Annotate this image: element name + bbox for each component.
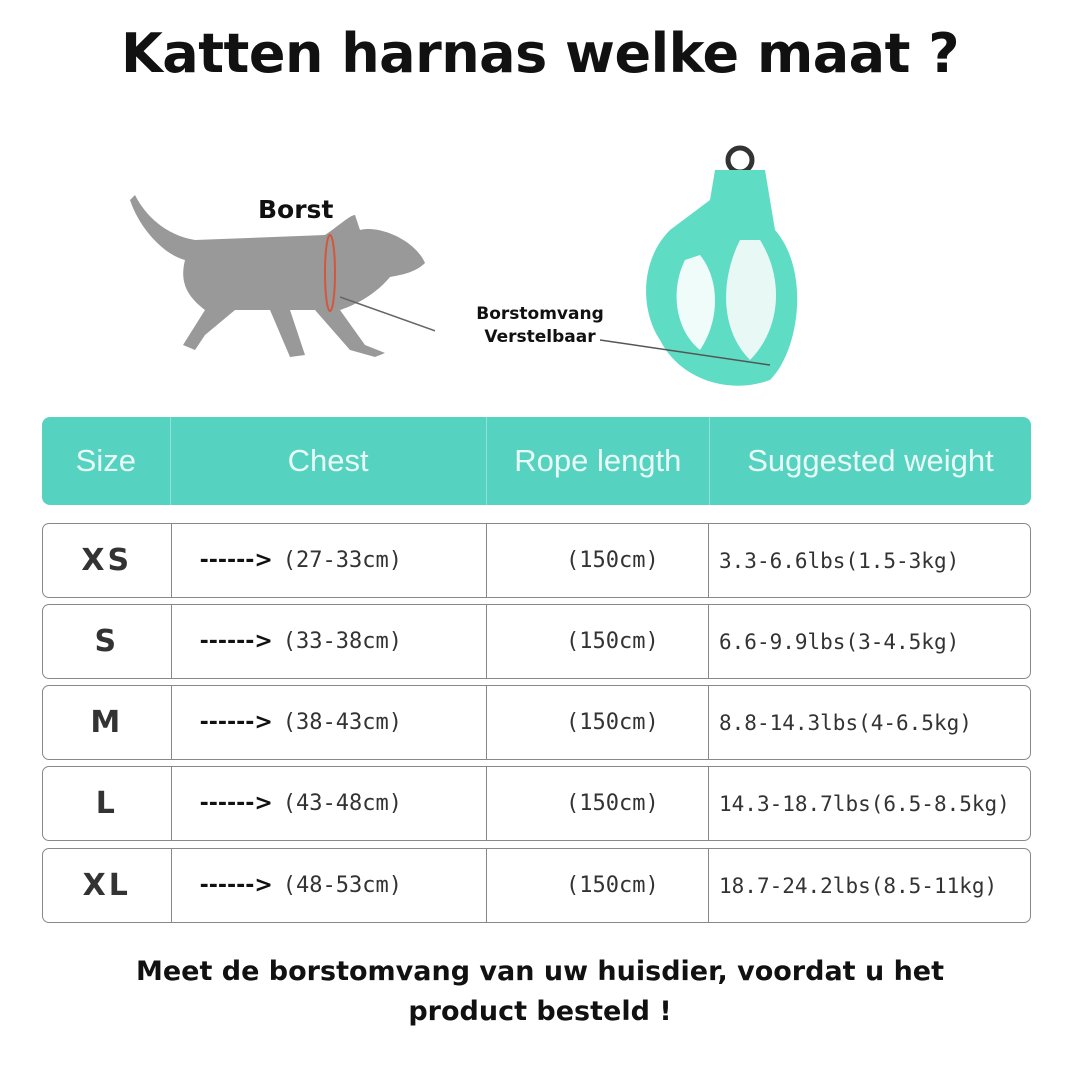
table-row: S ------> (33-38cm) (150cm) 6.6-9.9lbs(3-… [42,604,1031,679]
cell-chest: ------> (43-48cm) [172,767,487,840]
cell-chest: ------> (27-33cm) [172,524,487,597]
cell-weight: 18.7-24.2lbs(8.5-11kg) [719,873,998,898]
cell-weight: 8.8-14.3lbs(4-6.5kg) [719,710,972,735]
cell-rope-length: (150cm) [487,686,710,759]
cell-rope-length: (150cm) [487,767,710,840]
table-row: L ------> (43-48cm) (150cm) 14.3-18.7lbs(… [42,766,1031,841]
harness-label-line2: Verstelbaar [484,327,596,347]
header-rope-length: Rope length [487,417,710,505]
header-chest: Chest [171,417,487,505]
cell-size: L [43,767,172,840]
footer-note: Meet de borstomvang van uw huisdier, voo… [0,952,1080,1032]
cell-size: M [43,686,172,759]
cell-weight: 6.6-9.9lbs(3-4.5kg) [719,629,960,654]
arrow-icon: ------> [199,629,273,654]
harness-label-line1: Borstomvang [476,304,604,324]
cell-rope-length: (150cm) [487,849,710,922]
table-row: XS ------> (27-33cm) (150cm) 3.3-6.6lbs(1… [42,523,1031,598]
cat-silhouette-icon [130,195,435,357]
cell-chest: ------> (38-43cm) [172,686,487,759]
chest-value: (48-53cm) [282,873,403,898]
cell-size: XL [43,849,172,922]
footer-line2: product besteld ! [408,996,672,1027]
footer-line1: Meet de borstomvang van uw huisdier, voo… [135,956,945,987]
chest-value: (27-33cm) [282,548,403,573]
cell-weight: 14.3-18.7lbs(6.5-8.5kg) [719,791,1010,816]
cell-rope-length: (150cm) [487,524,710,597]
table-row: XL ------> (48-53cm) (150cm) 18.7-24.2lbs… [42,848,1031,923]
arrow-icon: ------> [199,873,273,898]
header-suggested-weight: Suggested weight [747,443,994,478]
cell-chest: ------> (48-53cm) [172,849,487,922]
page-title: Katten harnas welke maat ? [120,22,960,85]
arrow-icon: ------> [199,791,273,816]
table-header: Size Chest Rope length Suggested weight [42,417,1031,505]
cell-size: S [43,605,172,678]
harness-icon [600,145,798,386]
cell-rope-length: (150cm) [487,605,710,678]
chest-value: (38-43cm) [282,710,403,735]
cell-size: XS [43,524,172,597]
arrow-icon: ------> [199,710,273,735]
cell-weight: 3.3-6.6lbs(1.5-3kg) [719,548,960,573]
header-size: Size [42,417,171,505]
arrow-icon: ------> [199,548,273,573]
harness-label: Borstomvang Verstelbaar [460,303,620,349]
chest-value: (33-38cm) [282,629,403,654]
chest-label: Borst [258,195,334,224]
cell-chest: ------> (33-38cm) [172,605,487,678]
table-row: M ------> (38-43cm) (150cm) 8.8-14.3lbs(4… [42,685,1031,760]
chest-value: (43-48cm) [282,791,403,816]
